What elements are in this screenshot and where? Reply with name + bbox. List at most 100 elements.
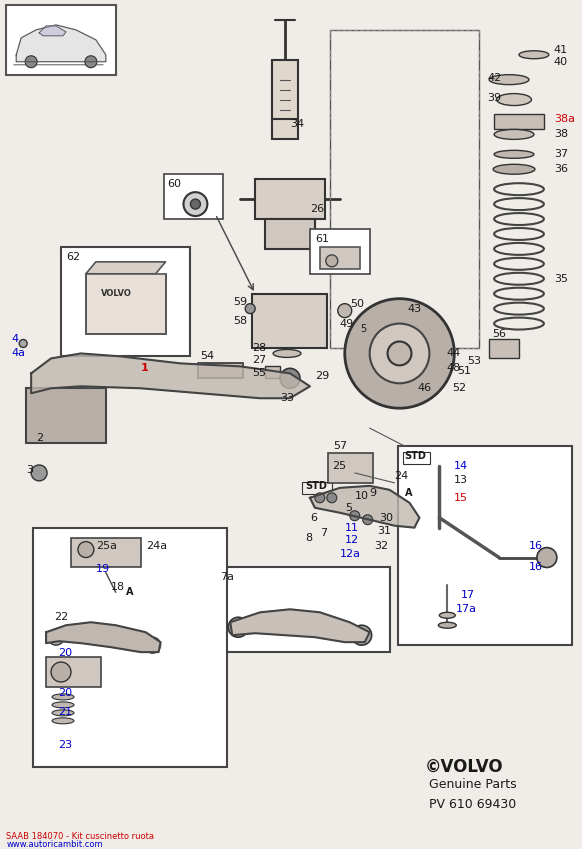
Text: 18: 18	[111, 582, 125, 593]
Bar	[33, 528, 228, 767]
Text: STD: STD	[305, 481, 327, 491]
Circle shape	[370, 323, 430, 383]
Text: 56: 56	[492, 329, 506, 339]
Ellipse shape	[493, 164, 535, 174]
Ellipse shape	[52, 702, 74, 708]
Bar	[265, 219, 315, 249]
Bar	[46, 657, 101, 687]
Text: 14: 14	[455, 461, 469, 471]
Polygon shape	[310, 486, 420, 528]
Text: 6: 6	[310, 513, 317, 523]
Circle shape	[345, 299, 455, 408]
Text: 17a: 17a	[456, 604, 477, 615]
Text: VOLVO: VOLVO	[101, 290, 132, 298]
Text: 4a: 4a	[11, 348, 25, 358]
Bar	[328, 453, 372, 483]
Text: 25a: 25a	[96, 541, 117, 551]
Text: 38a: 38a	[554, 115, 575, 125]
Circle shape	[245, 304, 255, 313]
Text: 1: 1	[141, 363, 148, 374]
Polygon shape	[31, 353, 310, 398]
Bar	[255, 179, 325, 219]
Text: 42: 42	[487, 73, 501, 82]
Text: 10: 10	[354, 491, 369, 501]
Text: 27: 27	[252, 356, 267, 365]
Text: ©VOLVO: ©VOLVO	[424, 757, 503, 776]
Text: SAAB 184070 - Kit cuscinetto ruota: SAAB 184070 - Kit cuscinetto ruota	[6, 832, 154, 841]
Bar	[403, 452, 430, 464]
Ellipse shape	[52, 718, 74, 724]
Bar	[86, 273, 165, 334]
Text: 5: 5	[360, 323, 366, 334]
Circle shape	[537, 548, 557, 567]
Circle shape	[338, 304, 352, 318]
Ellipse shape	[494, 150, 534, 158]
Text: 35: 35	[554, 273, 568, 284]
Text: 57: 57	[333, 441, 347, 451]
Text: 3: 3	[26, 465, 33, 475]
Bar	[494, 115, 544, 129]
Circle shape	[352, 625, 372, 645]
Text: 7a: 7a	[221, 572, 235, 582]
Ellipse shape	[519, 51, 549, 59]
Circle shape	[78, 542, 94, 558]
Text: 44: 44	[446, 348, 460, 358]
Bar	[6, 5, 116, 75]
Bar	[272, 59, 298, 139]
Bar	[26, 388, 106, 443]
Text: 24: 24	[395, 471, 409, 481]
Text: 41: 41	[554, 45, 568, 55]
Circle shape	[25, 56, 37, 68]
Text: 2: 2	[36, 433, 43, 443]
Text: 36: 36	[554, 164, 568, 174]
Polygon shape	[39, 25, 66, 36]
Ellipse shape	[327, 492, 337, 503]
Bar	[198, 363, 243, 379]
Circle shape	[31, 465, 47, 481]
Text: 61: 61	[315, 234, 329, 244]
Bar	[302, 482, 332, 494]
Text: 50: 50	[350, 299, 364, 309]
Text: 15: 15	[455, 492, 469, 503]
Text: 24a: 24a	[146, 541, 167, 551]
Ellipse shape	[350, 511, 360, 520]
Text: 23: 23	[58, 739, 72, 750]
Ellipse shape	[494, 129, 534, 139]
Circle shape	[51, 662, 71, 682]
Text: 32: 32	[375, 541, 389, 551]
Text: 46: 46	[417, 383, 432, 393]
Bar	[61, 247, 190, 357]
Text: 29: 29	[315, 371, 329, 381]
Bar	[398, 446, 572, 645]
Text: 7: 7	[320, 527, 327, 537]
Text: 58: 58	[233, 316, 247, 325]
Text: 62: 62	[66, 252, 80, 261]
Text: 21: 21	[58, 707, 72, 717]
Circle shape	[48, 629, 64, 645]
Text: 5: 5	[345, 503, 352, 513]
Bar	[265, 367, 280, 379]
Text: 12: 12	[345, 535, 359, 544]
Circle shape	[326, 255, 338, 267]
Ellipse shape	[489, 75, 529, 85]
Bar	[320, 247, 360, 269]
Text: 55: 55	[252, 368, 266, 379]
Text: 25: 25	[332, 461, 346, 471]
Ellipse shape	[52, 694, 74, 700]
Bar	[164, 174, 223, 219]
Text: 8: 8	[305, 532, 312, 543]
Text: 43: 43	[407, 304, 421, 313]
Bar	[330, 30, 479, 348]
Circle shape	[85, 56, 97, 68]
Text: 16: 16	[529, 563, 543, 572]
Text: Genuine Parts: Genuine Parts	[430, 778, 517, 791]
Text: 48: 48	[446, 363, 460, 374]
Ellipse shape	[315, 492, 325, 503]
Text: PV 610 69430: PV 610 69430	[430, 798, 517, 811]
Text: 54: 54	[200, 351, 215, 362]
Text: 34: 34	[290, 120, 304, 129]
Circle shape	[183, 192, 207, 216]
Polygon shape	[230, 610, 370, 642]
Circle shape	[145, 638, 161, 653]
Text: 59: 59	[233, 296, 247, 306]
